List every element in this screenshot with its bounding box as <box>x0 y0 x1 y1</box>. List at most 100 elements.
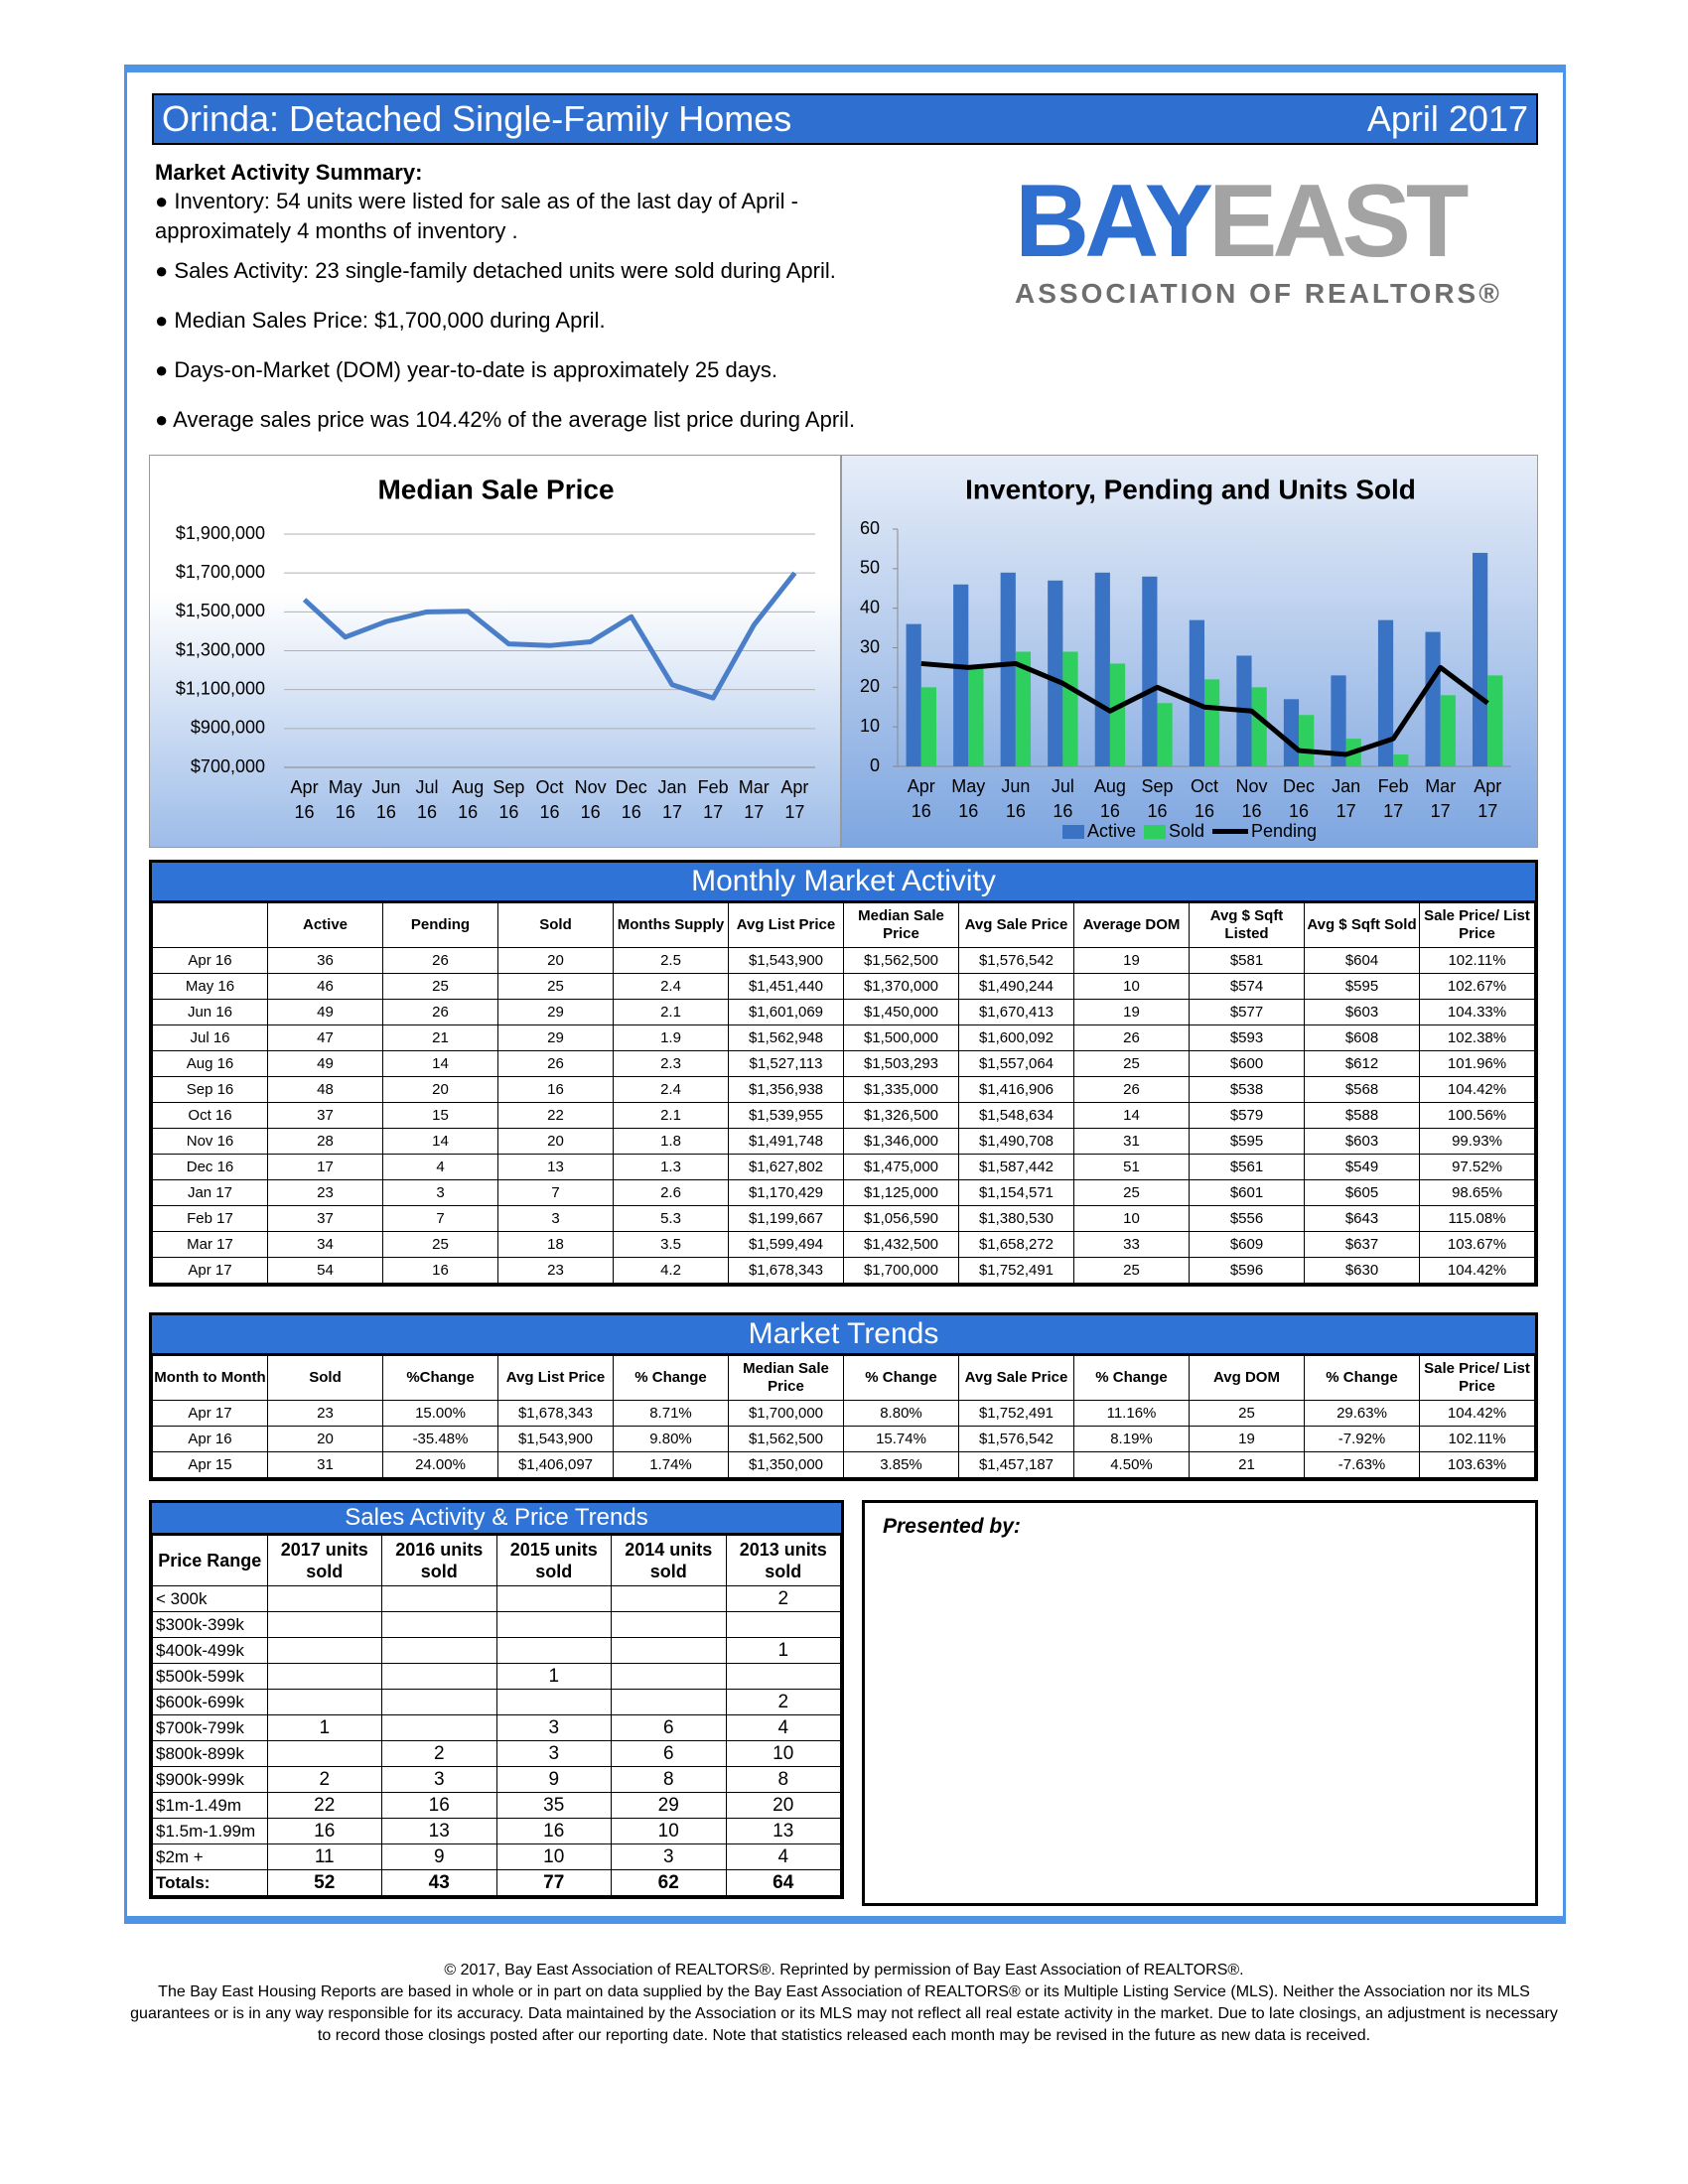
table-cell <box>495 1611 612 1638</box>
row-label: $2m + <box>152 1843 268 1870</box>
table-cell: 15.00% <box>382 1400 498 1427</box>
bar <box>1000 572 1016 766</box>
table-cell: $1,450,000 <box>843 999 959 1025</box>
header-cell: % Change <box>1304 1355 1420 1401</box>
logo-bay: BAY <box>1015 164 1213 279</box>
table-cell <box>266 1637 382 1664</box>
header-cell: Sold <box>497 902 614 948</box>
table-cell: 1.74% <box>613 1451 729 1478</box>
x-tick-label: Sep 16 <box>492 777 525 822</box>
bar <box>1377 619 1394 766</box>
table-cell: 3 <box>382 1179 498 1206</box>
table-cell: 20 <box>382 1076 498 1103</box>
table-cell: $1,380,530 <box>958 1205 1074 1232</box>
table-cell: 10 <box>495 1843 612 1870</box>
table-cell: $1,539,955 <box>728 1102 844 1129</box>
x-tick-label: Feb 17 <box>1377 776 1409 821</box>
table-cell <box>611 1689 727 1715</box>
header-row: Price Range 2017 units sold 2016 units sol… <box>152 1535 841 1586</box>
header-cell: Avg List Price <box>728 902 844 948</box>
table-row: Nov 16 28 14 20 1.8 $1,491,748 $1,346,000 $1,49… <box>152 1128 1535 1155</box>
table-cell: $1,600,092 <box>958 1024 1074 1051</box>
table-cell: $1,543,900 <box>497 1426 614 1452</box>
y-tick-label: $1,300,000 <box>176 639 265 659</box>
table-cell: 102.11% <box>1419 1426 1535 1452</box>
legend-swatch <box>1061 824 1084 839</box>
table-cell: 31 <box>1073 1128 1190 1155</box>
legend: Active Sold Pending <box>842 821 1537 842</box>
trends-section: Market Trends Month to Month Sold %Change A… <box>149 1312 1538 1481</box>
table-cell: $612 <box>1304 1050 1420 1077</box>
table-cell: $1,548,634 <box>958 1102 1074 1129</box>
table-cell: 14 <box>382 1050 498 1077</box>
row-label: Apr 16 <box>152 947 268 974</box>
table-cell: $1,700,000 <box>843 1257 959 1284</box>
row-label: Jan 17 <box>152 1179 268 1206</box>
table-cell: $1,658,272 <box>958 1231 1074 1258</box>
legend-item: Active <box>1061 821 1136 842</box>
table-cell: 3 <box>497 1205 614 1232</box>
table-cell: 4 <box>725 1843 841 1870</box>
row-label: $1.5m-1.99m <box>152 1818 268 1844</box>
table-cell: $1,346,000 <box>843 1128 959 1155</box>
table-cell: 15 <box>382 1102 498 1129</box>
bar <box>1189 619 1204 766</box>
bar <box>1331 675 1346 766</box>
table-cell: $1,601,069 <box>728 999 844 1025</box>
table-cell: $1,326,500 <box>843 1102 959 1129</box>
table-cell: 104.42% <box>1419 1400 1535 1427</box>
table-cell: $1,562,948 <box>728 1024 844 1051</box>
table-cell: 8 <box>725 1766 841 1793</box>
table-cell: 1.9 <box>613 1024 729 1051</box>
table-row: $800k-899k 2 3 6 10 <box>152 1740 841 1767</box>
row-label: Feb 17 <box>152 1205 268 1232</box>
chart: Median Sale Price $700,000 $900,000 $1,100,… <box>149 455 841 848</box>
row-label: $400k-499k <box>152 1637 268 1664</box>
table-cell: 2.1 <box>613 1102 729 1129</box>
table-cell: 77 <box>495 1869 612 1896</box>
table-cell: 14 <box>382 1128 498 1155</box>
table-cell: 37 <box>267 1102 383 1129</box>
y-tick-label: 10 <box>860 716 880 736</box>
table-cell: 2.6 <box>613 1179 729 1206</box>
table-cell: 1.8 <box>613 1128 729 1155</box>
table-cell: 51 <box>1073 1154 1190 1180</box>
presented-label: Presented by: <box>883 1515 1021 1538</box>
table-row: Mar 17 34 25 18 3.5 $1,599,494 $1,432,500 $1,65… <box>152 1231 1535 1258</box>
table-cell: 19 <box>1073 947 1190 974</box>
footer-disclaimer: The Bay East Housing Reports are based i… <box>130 1983 1558 2044</box>
bar <box>920 687 936 766</box>
row-label: Dec 16 <box>152 1154 268 1180</box>
bar <box>1094 572 1110 766</box>
table-cell: $1,350,000 <box>728 1451 844 1478</box>
table-row: $500k-599k 1 <box>152 1663 841 1690</box>
table-cell: 20 <box>497 947 614 974</box>
table-cell: 35 <box>495 1792 612 1819</box>
x-tick-label: Nov 16 <box>1235 776 1268 821</box>
bar <box>1204 679 1220 766</box>
table-cell: 20 <box>267 1426 383 1452</box>
header-cell: 2015 units sold <box>495 1535 612 1586</box>
table-host: Price Range 2017 units sold 2016 units sol… <box>152 1535 841 1896</box>
x-tick-label: Apr 17 <box>1474 776 1502 821</box>
table-cell: $1,752,491 <box>958 1400 1074 1427</box>
x-tick-label: Sep 16 <box>1141 776 1174 821</box>
data-table: Month to Month Sold %Change Avg List Price%… <box>152 1355 1535 1478</box>
table-cell: 9 <box>381 1843 497 1870</box>
header-row: Month to Month Sold %Change Avg List Price%… <box>152 1355 1535 1401</box>
table-cell: $601 <box>1189 1179 1305 1206</box>
header-cell: Sale Price/ List Price <box>1419 1355 1535 1401</box>
chart-title: Median Sale Price <box>377 474 614 504</box>
table-cell: 103.67% <box>1419 1231 1535 1258</box>
header-cell: Months Supply <box>613 902 729 948</box>
table-row: Jun 16 49 26 29 2.1 $1,601,069 $1,450,000 $1,67… <box>152 999 1535 1025</box>
table-cell: $1,451,440 <box>728 973 844 1000</box>
table-row: May 16 46 25 25 2.4 $1,451,440 $1,370,000 $1,49… <box>152 973 1535 1000</box>
table-cell <box>725 1663 841 1690</box>
table-cell <box>611 1663 727 1690</box>
table-row: $300k-399k <box>152 1611 841 1638</box>
table-cell: 102.11% <box>1419 947 1535 974</box>
header-cell: Month to Month <box>152 1355 268 1401</box>
table-cell: 3 <box>495 1740 612 1767</box>
